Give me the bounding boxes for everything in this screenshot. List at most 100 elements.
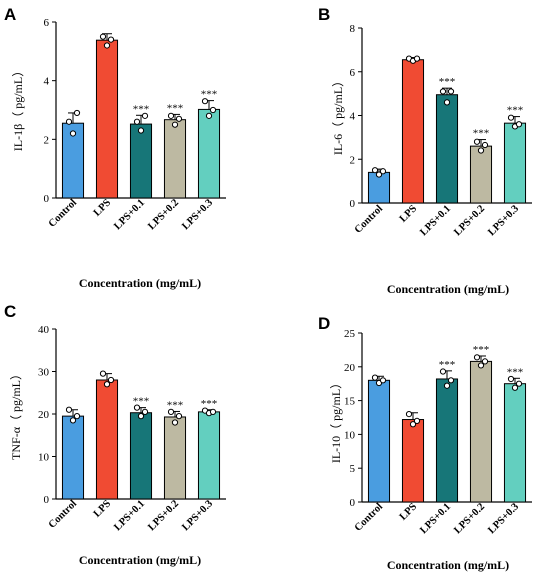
data-point (371, 374, 379, 381)
significance-marker: *** (473, 344, 490, 356)
category-label: LPS+0.2 (452, 501, 487, 536)
category-label: LPS+0.1 (112, 197, 147, 232)
bar-lps-0-2 (163, 119, 187, 199)
category-label: LPS+0.3 (180, 498, 215, 533)
bar-lps (95, 379, 119, 500)
y-tick-label: 2 (44, 134, 50, 146)
bar-control (61, 415, 85, 500)
data-point (141, 112, 149, 119)
data-point (99, 370, 107, 377)
bar-lps (95, 39, 119, 199)
y-tick-label: 5 (350, 463, 356, 475)
data-point (65, 118, 73, 125)
data-point (477, 362, 485, 369)
data-point (69, 130, 77, 137)
data-point (171, 121, 179, 128)
category-label: Control (47, 197, 79, 229)
y-tick-label: 6 (44, 17, 50, 29)
data-point (405, 411, 413, 418)
category-label: LPS+0.2 (146, 498, 181, 533)
bar-lps-0-2 (469, 360, 493, 503)
bar-lps-0-3 (197, 411, 221, 500)
data-point (209, 106, 217, 114)
data-point (201, 98, 209, 105)
data-point (481, 141, 489, 149)
significance-marker: *** (167, 399, 184, 411)
data-point (447, 88, 455, 95)
y-tick-label: 6 (350, 67, 356, 79)
data-point (171, 419, 179, 426)
category-label: LPS (92, 498, 114, 520)
data-point (409, 421, 417, 428)
category-label: LPS+0.3 (486, 501, 521, 536)
data-point (205, 112, 213, 119)
y-tick-label: 0 (44, 494, 50, 506)
data-point (175, 115, 183, 122)
significance-marker: *** (473, 128, 490, 140)
data-point (511, 384, 519, 391)
data-point (141, 408, 149, 415)
data-point (209, 408, 217, 415)
bar-lps-0-3 (197, 108, 221, 199)
y-tick-label: 0 (350, 497, 356, 509)
data-point (167, 112, 175, 119)
data-point (473, 354, 481, 361)
data-point (473, 138, 481, 145)
data-point (137, 413, 145, 420)
data-point (133, 118, 141, 125)
bar-lps-0-1 (435, 378, 459, 503)
x-axis-label: Concentration (mg/mL) (79, 553, 201, 567)
y-axis-label: IL-1β（ pg/mL） (11, 65, 25, 151)
y-tick-label: 30 (38, 367, 50, 379)
category-label: LPS+0.1 (112, 498, 147, 533)
data-point (167, 408, 175, 415)
data-point (103, 42, 111, 49)
data-point (481, 358, 489, 365)
bar-control (367, 379, 391, 503)
bar-lps-0-2 (469, 145, 493, 204)
chart-panel-d: D IL-10（ pg/mL） Concentration (mg/mL) 0 5… (318, 314, 532, 572)
data-point (65, 406, 73, 413)
data-point (107, 36, 115, 43)
data-point (379, 168, 387, 175)
category-label: LPS (398, 203, 420, 225)
panel-letter: A (4, 5, 16, 24)
data-point (477, 147, 485, 154)
data-point (99, 33, 107, 40)
data-point (107, 376, 115, 384)
bar-lps-0-3 (503, 383, 527, 503)
significance-marker: *** (133, 103, 150, 115)
data-point (443, 382, 451, 389)
significance-marker: *** (167, 102, 184, 114)
data-point (103, 381, 111, 388)
y-tick-label: 0 (350, 198, 356, 210)
bar-lps-0-3 (503, 122, 527, 204)
panel-letter: C (4, 302, 16, 321)
category-label: LPS+0.2 (146, 197, 181, 232)
y-tick-label: 10 (38, 452, 50, 464)
chart-panel-a: A IL-1β（ pg/mL） Concentration (mg/mL) 0 2… (4, 5, 226, 290)
data-point (73, 109, 81, 117)
bar-lps-0-1 (129, 123, 153, 199)
x-axis-label: Concentration (mg/mL) (387, 282, 509, 296)
significance-marker: *** (439, 359, 456, 371)
category-label: Control (47, 498, 79, 530)
data-point (413, 55, 421, 62)
significance-marker: *** (439, 76, 456, 88)
bar-lps-0-2 (163, 416, 187, 500)
panel-letter: B (318, 5, 330, 24)
data-point (447, 377, 455, 384)
bar-lps-0-1 (435, 94, 459, 204)
category-label: LPS+0.3 (486, 203, 521, 238)
significance-marker: *** (133, 396, 150, 408)
data-point (439, 368, 447, 375)
data-point (133, 404, 141, 411)
y-axis-label: TNF-α（ pg/mL） (9, 368, 23, 460)
data-point (69, 417, 77, 424)
y-tick-label: 2 (350, 154, 356, 166)
category-label: Control (353, 501, 385, 533)
significance-marker: *** (507, 366, 524, 378)
data-point (439, 88, 447, 95)
y-axis-label: IL-10（ pg/mL） (329, 377, 343, 463)
